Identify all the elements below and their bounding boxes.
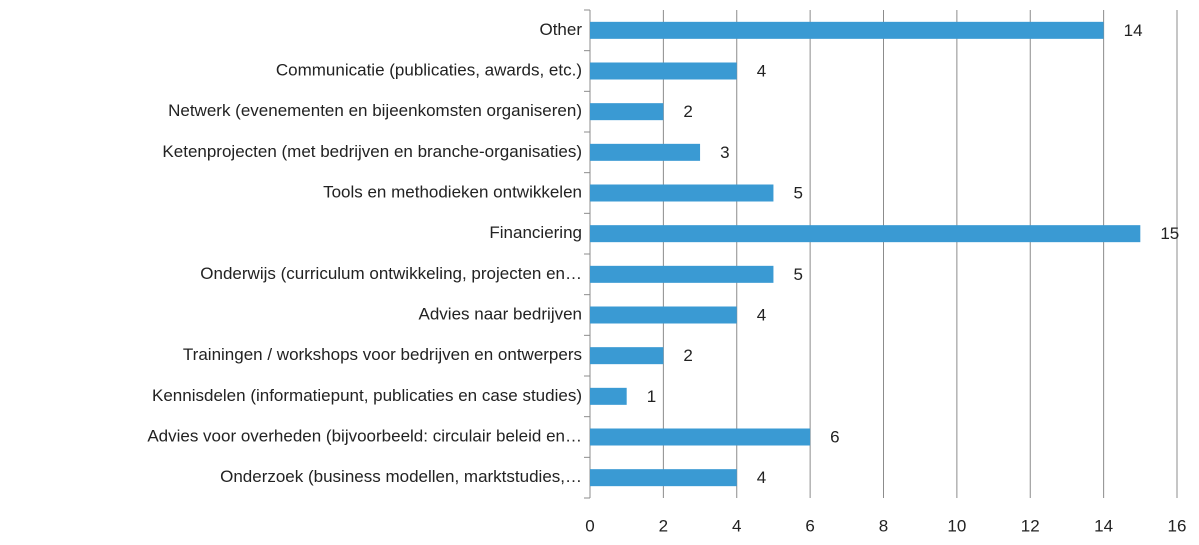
bar (590, 225, 1141, 243)
bar (590, 21, 1104, 39)
bar (590, 143, 701, 161)
bar (590, 347, 664, 365)
data-label: 6 (830, 427, 839, 446)
data-label: 3 (720, 143, 729, 162)
bar (590, 184, 774, 202)
bar (590, 103, 664, 121)
bar (590, 387, 627, 405)
data-label: 14 (1124, 21, 1143, 40)
x-tick-label: 16 (1168, 516, 1187, 535)
y-tick-label: Kennisdelen (informatiepunt, publicaties… (152, 386, 582, 405)
x-tick-label: 10 (947, 516, 966, 535)
x-tick-label: 4 (732, 516, 741, 535)
bar (590, 62, 737, 80)
data-label: 15 (1160, 224, 1179, 243)
y-tick-label: Tools en methodieken ontwikkelen (323, 182, 582, 201)
data-label: 4 (757, 468, 766, 487)
y-tick-label: Onderwijs (curriculum ontwikkeling, proj… (200, 264, 582, 283)
y-tick-label: Other (539, 20, 582, 39)
bar (590, 428, 811, 446)
y-tick-label: Advies naar bedrijven (419, 304, 582, 323)
data-label: 4 (757, 61, 766, 80)
x-tick-label: 6 (805, 516, 814, 535)
y-tick-label: Communicatie (publicaties, awards, etc.) (276, 60, 582, 79)
data-label: 2 (683, 346, 692, 365)
bar (590, 265, 774, 283)
x-tick-label: 14 (1094, 516, 1113, 535)
y-tick-label: Trainingen / workshops voor bedrijven en… (183, 345, 582, 364)
x-tick-label: 0 (585, 516, 594, 535)
data-label: 4 (757, 305, 766, 324)
y-tick-label: Advies voor overheden (bijvoorbeeld: cir… (147, 426, 582, 445)
x-tick-label: 12 (1021, 516, 1040, 535)
y-tick-label: Onderzoek (business modellen, marktstudi… (220, 467, 582, 486)
data-label: 5 (793, 183, 802, 202)
data-label: 1 (647, 387, 656, 406)
y-tick-label: Netwerk (evenementen en bijeenkomsten or… (168, 101, 582, 120)
y-tick-label: Financiering (489, 223, 582, 242)
x-tick-label: 2 (659, 516, 668, 535)
bar (590, 469, 737, 487)
y-tick-label: Ketenprojecten (met bedrijven en branche… (162, 142, 582, 161)
bar (590, 306, 737, 324)
x-tick-label: 8 (879, 516, 888, 535)
data-label: 5 (793, 265, 802, 284)
data-label: 2 (683, 102, 692, 121)
